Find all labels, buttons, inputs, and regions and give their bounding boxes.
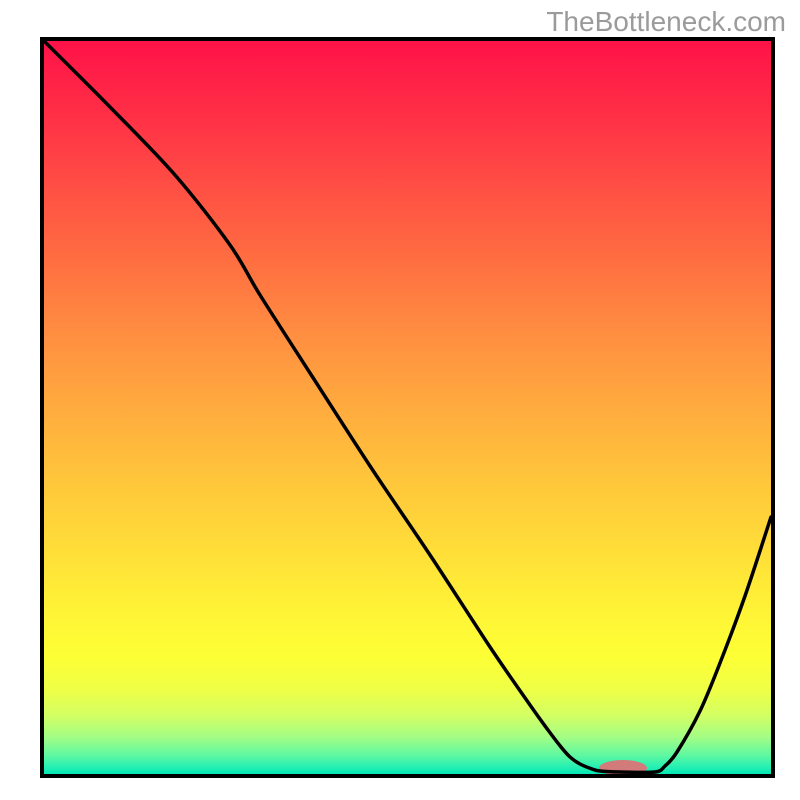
- chart-container: TheBottleneck.com: [0, 0, 800, 800]
- watermark-text: TheBottleneck.com: [546, 6, 786, 38]
- chart-border: [40, 37, 775, 778]
